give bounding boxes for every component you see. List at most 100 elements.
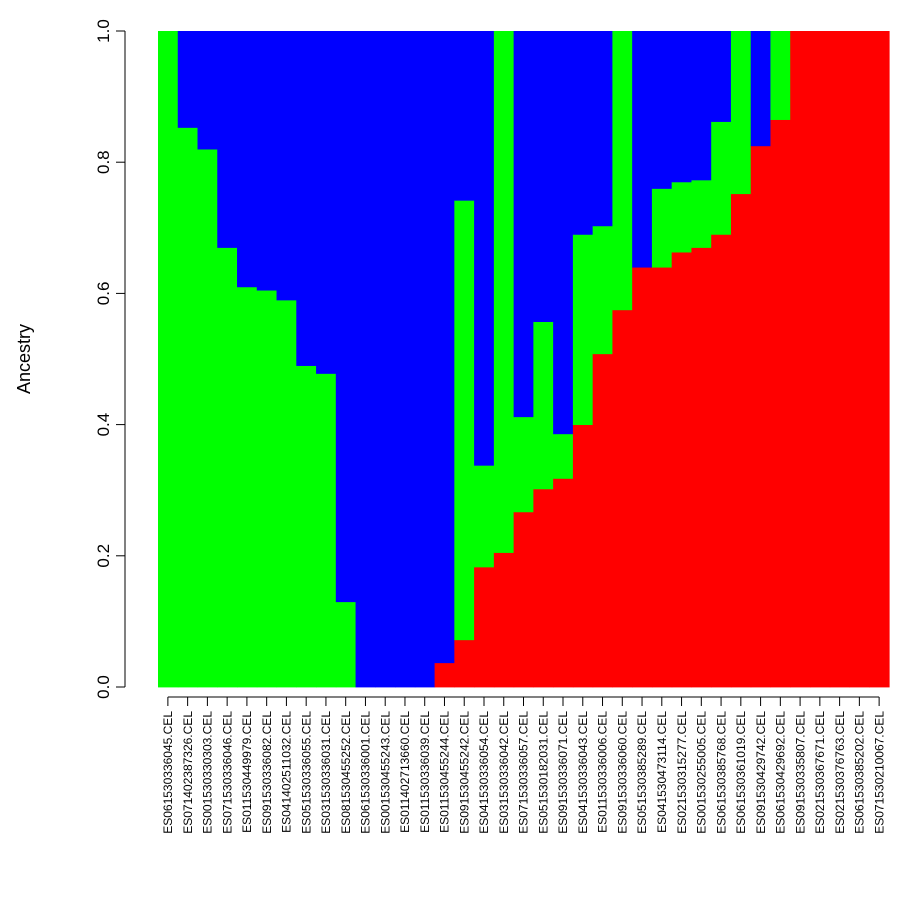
bar-segment-blue <box>671 31 693 183</box>
bar-segment-green <box>454 200 475 641</box>
bar-segment-blue <box>375 31 396 688</box>
bar-segment-green <box>730 31 752 195</box>
bar-segment-green <box>296 365 317 688</box>
bar-segment-blue <box>711 31 732 122</box>
bar-segment-red <box>592 353 614 688</box>
bar-segment-blue <box>414 31 436 688</box>
y-tick-label: 0.8 <box>94 150 113 174</box>
y-tick-label: 0.2 <box>94 544 113 568</box>
bar-segment-green <box>177 127 199 688</box>
sample-label: ES061530336045.CEL <box>161 711 175 834</box>
bar-segment-green <box>217 247 238 688</box>
bar-segment-blue <box>474 31 495 466</box>
sample-label: ES061530429692.CEL <box>774 711 788 834</box>
y-tick-label: 1.0 <box>94 19 113 43</box>
bar-segment-green <box>770 31 791 120</box>
bar-segment-red <box>711 234 732 688</box>
bar-segment-blue <box>750 31 772 147</box>
y-tick-label: 0.6 <box>94 282 113 306</box>
bar-segment-green <box>316 373 337 688</box>
bar-segment-blue <box>434 31 455 664</box>
bar-segment-green <box>474 465 495 568</box>
sample-label: ES031530336042.CEL <box>497 711 511 834</box>
sample-label: ES001530455243.CEL <box>378 711 392 834</box>
sample-label: ES001530330303.CEL <box>201 711 215 834</box>
bar-segment-green <box>553 433 574 479</box>
sample-label: ES061530336001.CEL <box>359 711 373 834</box>
sample-label: ES021530315277.CEL <box>675 711 689 834</box>
bar-segment-red <box>730 193 752 688</box>
bar-segment-red <box>632 267 653 688</box>
bar-segment-red <box>691 247 712 688</box>
bar-segment-red <box>750 145 772 688</box>
bar-segment-green <box>158 31 179 688</box>
sample-label: ES091530429742.CEL <box>754 711 768 834</box>
sample-label: ES051530336055.CEL <box>299 711 313 834</box>
sample-label: ES091530455242.CEL <box>457 711 471 834</box>
bar-segment-green <box>533 321 554 490</box>
bar-segment-red <box>553 478 574 688</box>
bar-segment-blue <box>197 31 218 150</box>
bar-segment-blue <box>395 31 416 688</box>
bar-segment-blue <box>256 31 278 291</box>
bar-segment-green <box>691 179 712 248</box>
bar-segment-blue <box>177 31 199 128</box>
y-tick-label: 0.4 <box>94 413 113 437</box>
sample-label: ES091530336082.CEL <box>260 711 274 834</box>
bar-segment-green <box>335 601 357 688</box>
y-axis: 0.0 0.2 0.4 0.6 0.8 1.0 <box>94 19 126 699</box>
sample-label: ES051530385289.CEL <box>635 711 649 834</box>
bar-segment-red <box>612 309 633 688</box>
bar-segment-green <box>493 31 515 553</box>
bar-segment-blue <box>651 31 673 189</box>
sample-label: ES091530336060.CEL <box>615 711 629 834</box>
bar-segment-red <box>474 566 495 688</box>
bar-segment-red <box>454 639 475 688</box>
bar-segment-red <box>493 552 515 688</box>
bar-segment-red <box>829 31 851 688</box>
sample-label: ES011402713660.CEL <box>398 711 412 833</box>
y-axis-label: Ancestry <box>14 324 34 394</box>
bar-segment-blue <box>217 31 238 248</box>
sample-label: ES021530376763.CEL <box>833 711 847 834</box>
bar-segment-blue <box>355 31 376 688</box>
y-tick-label: 0.0 <box>94 675 113 699</box>
bar-segment-red <box>770 119 791 688</box>
sample-label: ES041402511032.CEL <box>280 711 294 833</box>
bar-segment-blue <box>691 31 712 181</box>
bar-segment-green <box>651 188 673 268</box>
bar-segment-red <box>434 662 455 688</box>
bar-segment-blue <box>454 31 475 201</box>
sample-label: ES071530336046.CEL <box>220 711 234 834</box>
bars-group <box>158 31 890 688</box>
sample-label: ES031530336031.CEL <box>319 711 333 834</box>
sample-label: ES071402387326.CEL <box>181 711 195 834</box>
sample-label: ES001530255005.CEL <box>695 711 709 834</box>
bar-segment-green <box>612 31 633 311</box>
bar-segment-blue <box>296 31 317 366</box>
sample-label: ES041530336043.CEL <box>576 711 590 834</box>
bar-segment-green <box>513 416 534 513</box>
bar-segment-blue <box>533 31 554 323</box>
bar-segment-green <box>237 286 258 688</box>
bar-segment-blue <box>513 31 534 418</box>
bar-segment-red <box>513 511 534 688</box>
bar-segment-red <box>651 267 673 688</box>
sample-label: ES011530336006.CEL <box>596 711 610 833</box>
sample-label: ES081530455252.CEL <box>339 711 353 834</box>
sample-label: ES011530449979.CEL <box>240 711 254 833</box>
bar-segment-blue <box>632 31 653 268</box>
bar-segment-red <box>849 31 870 688</box>
sample-label: ES041530473114.CEL <box>655 711 669 833</box>
bar-segment-green <box>671 181 693 253</box>
sample-label: ES041530336054.CEL <box>477 711 491 834</box>
sample-label: ES061530385202.CEL <box>853 711 867 834</box>
sample-label: ES021530367671.CEL <box>813 711 827 834</box>
bar-segment-green <box>276 299 297 688</box>
bar-segment-red <box>790 31 811 688</box>
sample-label: ES051530182031.CEL <box>536 711 550 834</box>
bar-segment-blue <box>237 31 258 288</box>
bar-segment-red <box>671 252 693 688</box>
bar-segment-blue <box>276 31 297 301</box>
bar-segment-red <box>869 31 890 688</box>
